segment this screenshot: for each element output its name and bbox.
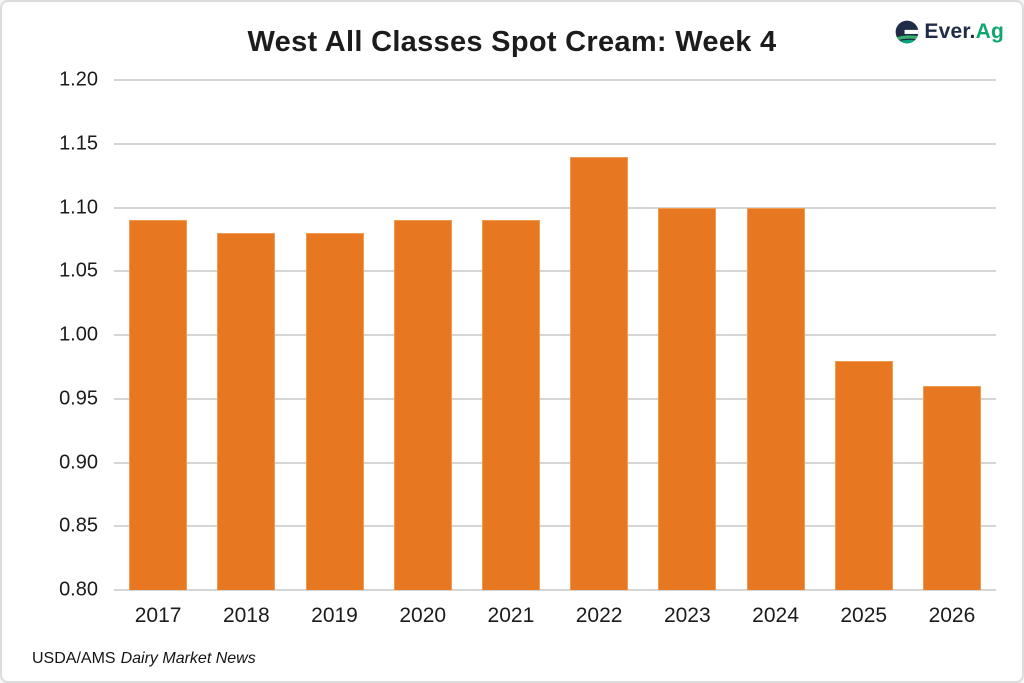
bar-slot-2020 xyxy=(379,80,467,590)
plot-area xyxy=(114,79,996,591)
source-note: USDA/AMS Dairy Market News xyxy=(32,650,256,668)
bar-slot-2022 xyxy=(555,80,643,590)
x-axis-label-2017: 2017 xyxy=(134,604,182,627)
bar-2017 xyxy=(129,220,188,590)
bar-2020 xyxy=(393,220,452,590)
bar-2023 xyxy=(658,207,717,590)
bar-slot-2019 xyxy=(290,80,378,590)
x-axis-label-2025: 2025 xyxy=(840,604,888,627)
y-axis-label-0.80: 0.80 xyxy=(59,578,98,601)
logo-text-ag: Ag xyxy=(975,20,1004,43)
logo-text-ever: Ever. xyxy=(924,20,976,43)
everag-logo-text: Ever.Ag xyxy=(924,20,1004,44)
gridline-1.00 xyxy=(114,334,996,336)
bar-2018 xyxy=(217,233,276,590)
bar-slot-2026 xyxy=(908,80,996,590)
x-axis-label-2020: 2020 xyxy=(399,604,447,627)
bar-slot-2018 xyxy=(202,80,290,590)
bar-2024 xyxy=(746,207,805,590)
x-axis-label-2023: 2023 xyxy=(663,604,711,627)
bar-2022 xyxy=(570,156,629,590)
gridline-0.95 xyxy=(114,397,996,400)
bar-slot-2021 xyxy=(467,80,555,590)
bar-2026 xyxy=(922,386,981,590)
gridline-1.05 xyxy=(114,270,996,273)
y-axis-label-0.85: 0.85 xyxy=(59,514,98,537)
y-axis-label-0.90: 0.90 xyxy=(59,451,98,473)
y-axis-label-1.10: 1.10 xyxy=(59,196,98,218)
gridline-0.85 xyxy=(114,525,996,528)
x-axis: 2017 2018 2019 2020 2021 2022 2023 2024 2025 2026 xyxy=(114,604,996,628)
everag-logo: Ever.Ag xyxy=(894,19,1004,45)
bar-slot-2025 xyxy=(820,80,908,590)
x-axis-label-2022: 2022 xyxy=(575,604,623,627)
x-axis-label-2018: 2018 xyxy=(222,604,270,627)
x-axis-label-2024: 2024 xyxy=(752,604,799,627)
y-axis-label-0.95: 0.95 xyxy=(59,387,98,410)
bars-container xyxy=(114,80,996,590)
y-axis: 1.20 1.15 1.10 1.05 1.00 0.95 0.90 0.85 0.80 xyxy=(2,69,98,601)
bar-2021 xyxy=(481,220,540,590)
source-text-regular: USDA/AMS xyxy=(32,650,116,667)
bar-slot-2023 xyxy=(643,80,731,590)
x-axis-label-2026: 2026 xyxy=(928,604,976,627)
everag-logo-icon xyxy=(894,19,920,45)
gridline-1.15 xyxy=(114,142,996,145)
x-axis-label-2019: 2019 xyxy=(311,604,358,627)
gridline-1.10 xyxy=(114,206,996,209)
y-axis-label-1.20: 1.20 xyxy=(59,68,98,91)
bar-slot-2024 xyxy=(731,80,819,590)
x-axis-label-2021: 2021 xyxy=(487,604,535,627)
bar-2025 xyxy=(834,360,893,590)
bar-slot-2017 xyxy=(114,80,202,590)
gridline-1.20 xyxy=(114,79,996,81)
y-axis-label-1.05: 1.05 xyxy=(59,259,98,282)
y-axis-label-1.00: 1.00 xyxy=(59,323,98,346)
source-text-italic: Dairy Market News xyxy=(120,650,256,667)
y-axis-label-1.15: 1.15 xyxy=(59,132,98,155)
gridline-0.80 xyxy=(114,589,996,591)
bar-2019 xyxy=(305,233,364,590)
gridline-0.90 xyxy=(114,461,996,464)
chart-title: West All Classes Spot Cream: Week 4 xyxy=(247,26,777,58)
